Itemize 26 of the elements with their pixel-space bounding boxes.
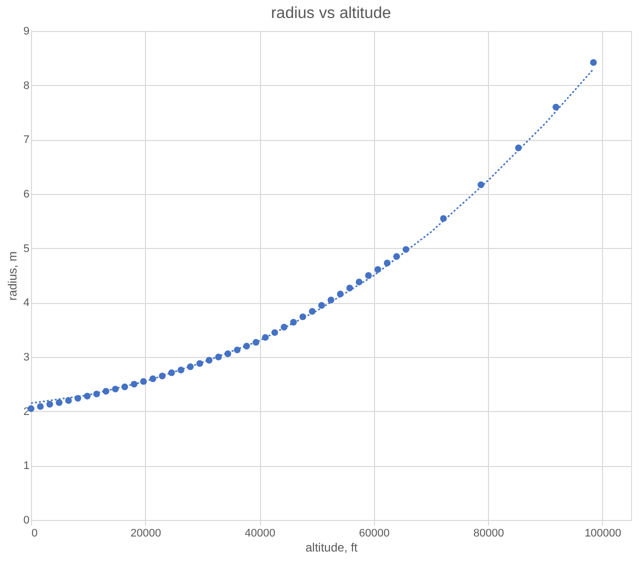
point — [37, 403, 44, 410]
x-tick-label: 40000 — [244, 528, 276, 540]
x-tick-label: 80000 — [473, 528, 504, 540]
point — [65, 397, 72, 404]
y-tick-label: 1 — [23, 460, 30, 472]
x-tick-label: 60000 — [359, 528, 390, 540]
y-tick-label: 5 — [23, 242, 30, 255]
point — [590, 59, 597, 66]
x-tick-label: 20000 — [130, 528, 162, 540]
point — [552, 104, 560, 110]
y-tick-label: 0 — [23, 514, 30, 526]
x-tick-label: 0 — [32, 528, 38, 540]
chart-title: radius vs altitude — [270, 5, 392, 22]
y-axis-title: radius, m — [5, 251, 20, 301]
point — [374, 266, 382, 273]
point — [365, 272, 372, 279]
y-tick-label: 9 — [23, 26, 30, 38]
y-tick-label: 6 — [23, 188, 30, 200]
x-axis-title: altitude, ft — [305, 540, 358, 554]
point — [56, 399, 62, 406]
y-tick-label: 8 — [23, 80, 30, 92]
x-tick-label: 100000 — [584, 528, 622, 540]
y-tick-label: 4 — [23, 297, 30, 310]
y-tick-label: 7 — [23, 134, 30, 146]
y-tick-label: 3 — [23, 352, 30, 364]
point — [46, 400, 54, 408]
